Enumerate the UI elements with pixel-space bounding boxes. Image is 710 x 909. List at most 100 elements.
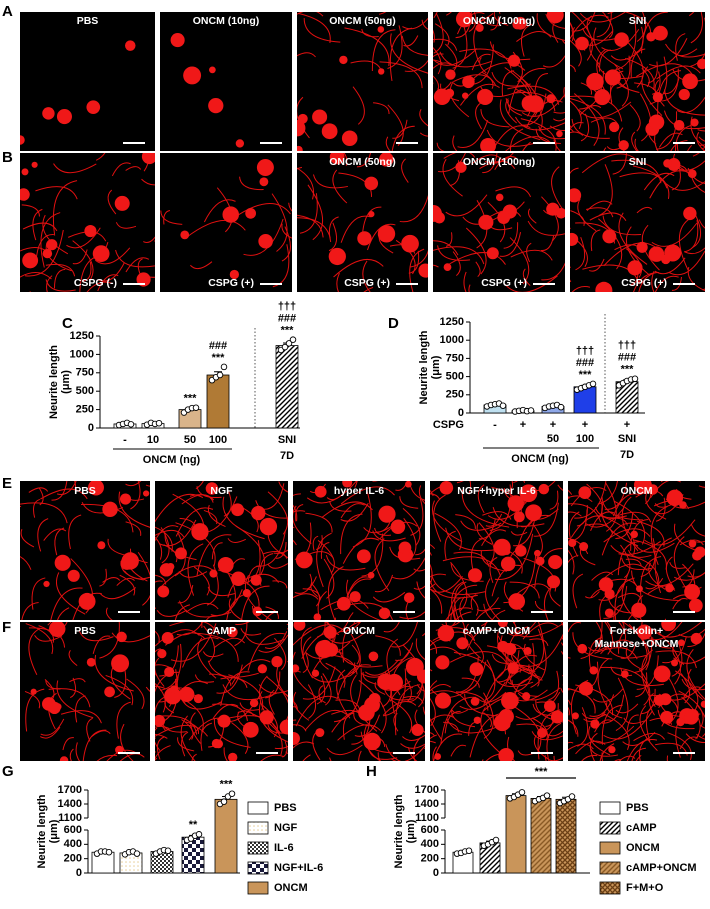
neurite	[340, 513, 363, 555]
neurite	[231, 722, 249, 754]
neurite	[471, 154, 503, 165]
neurite	[684, 219, 699, 253]
neurite	[159, 645, 179, 677]
neurite	[99, 587, 137, 600]
panel-letter: F	[2, 619, 11, 636]
neurite	[156, 609, 188, 617]
neurite	[282, 691, 288, 697]
cell-body	[141, 153, 155, 165]
neurite	[468, 481, 471, 495]
cell-body	[604, 69, 621, 86]
neurite	[155, 525, 179, 542]
cell-body	[59, 756, 69, 761]
data-point	[589, 380, 597, 388]
cell-body	[547, 578, 557, 588]
cell-body	[323, 625, 337, 639]
cell-body	[179, 686, 195, 702]
micrograph	[570, 12, 705, 151]
neurite	[527, 208, 537, 224]
neurite	[666, 755, 669, 761]
neurite	[599, 743, 615, 761]
neurite	[445, 232, 453, 247]
neurite	[570, 167, 579, 175]
neurite	[633, 732, 666, 742]
image-background	[433, 153, 565, 292]
neurite	[475, 102, 483, 130]
image-caption: CSPG (+)	[208, 277, 254, 289]
neurite	[679, 539, 704, 546]
neurite	[45, 263, 76, 277]
neurite	[141, 178, 155, 186]
neurons	[430, 622, 563, 761]
neurite	[190, 261, 213, 270]
cell-body	[480, 137, 496, 151]
neurite	[194, 632, 239, 662]
neurite	[499, 99, 541, 141]
neurite	[155, 657, 165, 687]
neurite	[326, 622, 334, 646]
neurite	[475, 608, 501, 620]
neurite	[293, 624, 346, 646]
cell-body	[48, 701, 61, 715]
neurite	[94, 654, 134, 692]
neurite	[681, 696, 701, 740]
cell-body	[523, 647, 532, 656]
neurite	[271, 193, 288, 252]
neurite	[358, 750, 362, 761]
neurite	[531, 670, 540, 687]
neurite	[446, 252, 506, 267]
neurite	[446, 12, 452, 16]
cell-body	[349, 591, 361, 603]
neurite	[600, 639, 634, 655]
neurite	[190, 712, 201, 744]
neurite	[699, 144, 705, 146]
cell-body	[467, 568, 483, 583]
cell-body	[635, 585, 643, 593]
neurite	[430, 734, 437, 740]
neurite	[164, 533, 197, 561]
neurite	[433, 48, 478, 66]
neurite	[570, 39, 582, 67]
cell-body	[477, 88, 494, 105]
micrograph	[568, 622, 705, 761]
cell-body	[183, 66, 202, 85]
neurite	[185, 721, 200, 735]
image-background	[160, 153, 292, 292]
neurite	[74, 695, 86, 723]
neurite	[169, 622, 219, 636]
cell-body	[434, 692, 452, 709]
neurons	[568, 481, 705, 620]
neurite	[390, 33, 428, 74]
legend-swatch	[599, 881, 621, 895]
neurite	[589, 212, 627, 222]
neurite	[606, 622, 613, 634]
neurite	[661, 68, 679, 102]
neurite	[130, 481, 141, 510]
neurite	[56, 481, 77, 495]
cell-body	[193, 694, 203, 704]
neurite	[378, 12, 387, 15]
neurite	[34, 634, 63, 642]
neurite	[54, 527, 65, 556]
cell-body	[570, 188, 582, 203]
y-tick-label: 1700	[415, 784, 439, 796]
neurite	[332, 169, 348, 204]
cell-body	[495, 193, 504, 202]
cell-body	[78, 592, 96, 610]
cell-body	[403, 592, 415, 603]
neurite	[520, 118, 557, 151]
neurite	[698, 219, 705, 229]
neurite	[452, 25, 468, 69]
cell-body	[418, 263, 428, 278]
neurite	[610, 666, 633, 677]
image-caption: ONCM (50ng)	[329, 15, 396, 27]
cell-body	[455, 12, 473, 28]
neurite	[590, 229, 601, 252]
neurite	[635, 754, 642, 761]
cell-body	[497, 622, 508, 628]
neurite	[465, 592, 479, 616]
y-tick-label: 1250	[440, 316, 464, 328]
neurite	[619, 172, 668, 189]
neurite	[568, 699, 571, 706]
neurite	[312, 174, 348, 189]
